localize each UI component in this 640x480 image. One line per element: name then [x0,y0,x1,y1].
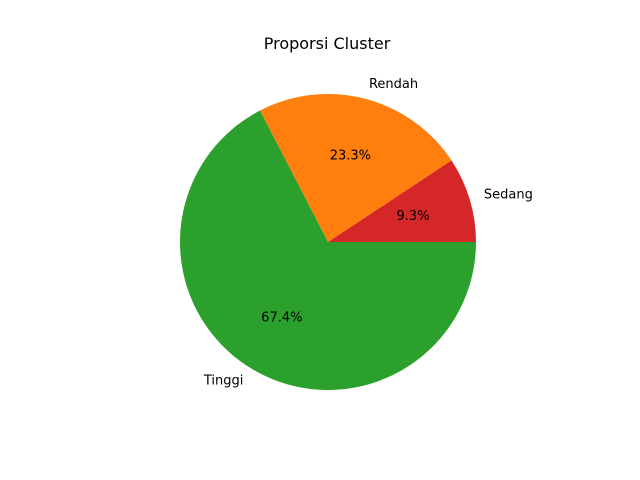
pie-slice-sedang [328,160,476,242]
pie-slice-rendah [259,94,452,242]
chart-title: Proporsi Cluster [264,34,391,53]
slice-label-sedang: Sedang [484,188,533,203]
slice-percent-sedang: 9.3% [397,209,430,224]
slice-label-tinggi: Tinggi [203,374,244,389]
pie-slices [180,94,477,391]
slice-label-rendah: Rendah [369,77,418,92]
pie-labels: Sedang 9.3% Rendah 23.3% Tinggi 67.4% [203,77,533,389]
pie-slice-tinggi [180,110,477,391]
slice-percent-tinggi: 67.4% [261,310,302,325]
slice-percent-rendah: 23.3% [330,149,371,164]
